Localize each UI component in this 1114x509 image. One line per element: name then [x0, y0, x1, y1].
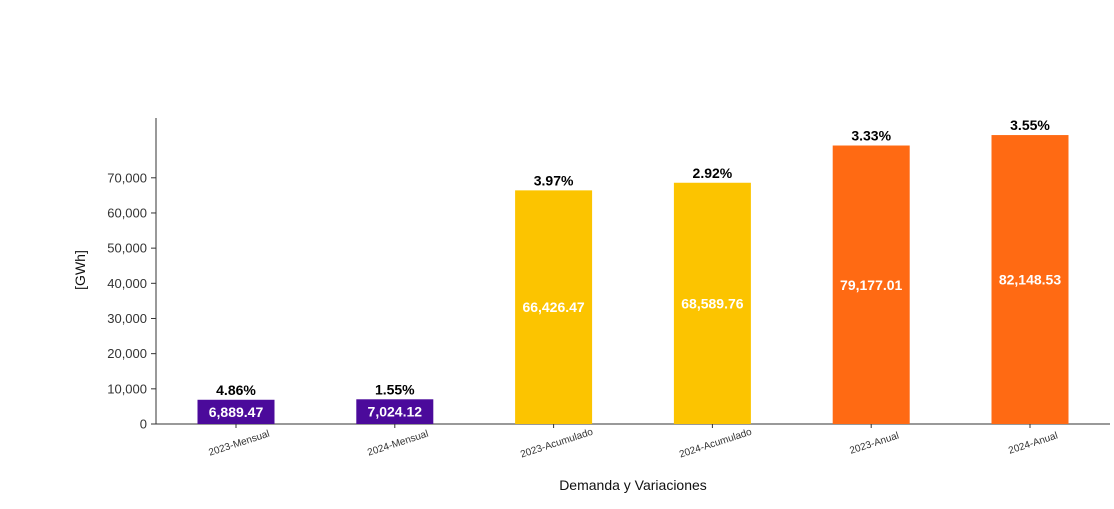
x-tick-label: 2023-Acumulado	[519, 427, 595, 461]
y-tick-label: 40,000	[107, 276, 147, 291]
value-label: 68,589.76	[681, 295, 743, 311]
y-tick-label: 20,000	[107, 346, 147, 361]
bar	[673, 182, 751, 424]
value-label: 7,024.12	[368, 404, 423, 420]
value-label: 66,426.47	[522, 299, 584, 315]
y-tick-label: 50,000	[107, 241, 147, 256]
bar	[197, 399, 275, 424]
bar	[991, 135, 1069, 425]
x-tick-label: 2024-Anual	[1007, 430, 1059, 456]
x-tick-label: 2023-Mensual	[207, 429, 271, 459]
x-tick-label: 2024-Acumulado	[678, 427, 754, 461]
x-tick-label: 2023-Anual	[848, 430, 900, 456]
bars	[197, 135, 1069, 425]
y-axis: 0 10,000 20,000 30,000 40,000 50,000 60,000 70,…	[107, 118, 157, 432]
y-tick-label: 10,000	[107, 381, 147, 396]
bar-labels: 4.86% 6,889.47 1.55% 7,024.12 3.97% 66,426.47…	[209, 117, 1062, 420]
y-axis-title: [GWh]	[72, 250, 88, 290]
x-axis: 2023-Mensual 2024-Mensual 2023-Acumulado 20…	[156, 423, 1110, 461]
x-tick-label: 2024-Mensual	[366, 429, 430, 459]
variation-label: 3.97%	[534, 172, 574, 188]
x-axis-title: Demanda y Variaciones	[559, 477, 707, 493]
bar	[832, 145, 910, 424]
value-label: 82,148.53	[999, 272, 1061, 288]
y-tick-label: 30,000	[107, 311, 147, 326]
value-label: 6,889.47	[209, 404, 264, 420]
bar	[515, 190, 593, 424]
variation-label: 4.86%	[216, 382, 256, 398]
y-tick-label: 0	[140, 417, 147, 432]
variation-label: 3.55%	[1010, 117, 1050, 133]
variation-label: 1.55%	[375, 381, 415, 397]
y-tick-label: 60,000	[107, 205, 147, 220]
y-tick-label: 70,000	[107, 170, 147, 185]
value-label: 79,177.01	[840, 277, 902, 293]
variation-label: 3.33%	[851, 128, 891, 144]
bar	[356, 399, 434, 424]
variation-label: 2.92%	[693, 165, 733, 181]
